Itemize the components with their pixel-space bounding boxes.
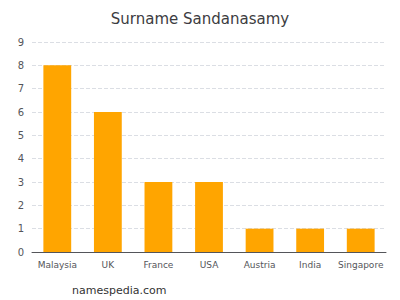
svg-text:UK: UK <box>102 260 116 270</box>
svg-text:2: 2 <box>18 200 24 211</box>
svg-text:5: 5 <box>18 130 24 141</box>
svg-text:Malaysia: Malaysia <box>38 260 77 270</box>
svg-text:7: 7 <box>18 83 24 94</box>
svg-text:0: 0 <box>18 247 24 258</box>
svg-text:France: France <box>143 260 173 270</box>
svg-text:Austria: Austria <box>244 260 276 270</box>
svg-text:USA: USA <box>200 260 219 270</box>
svg-text:6: 6 <box>18 107 24 118</box>
svg-text:Surname Sandanasamy: Surname Sandanasamy <box>111 10 289 28</box>
svg-text:India: India <box>299 260 321 270</box>
svg-text:Singapore: Singapore <box>338 260 384 270</box>
svg-text:3: 3 <box>18 177 24 188</box>
svg-text:namespedia.com: namespedia.com <box>72 284 166 297</box>
svg-text:4: 4 <box>18 153 24 164</box>
svg-text:8: 8 <box>18 60 24 71</box>
svg-text:1: 1 <box>18 223 24 234</box>
svg-text:9: 9 <box>18 37 24 48</box>
